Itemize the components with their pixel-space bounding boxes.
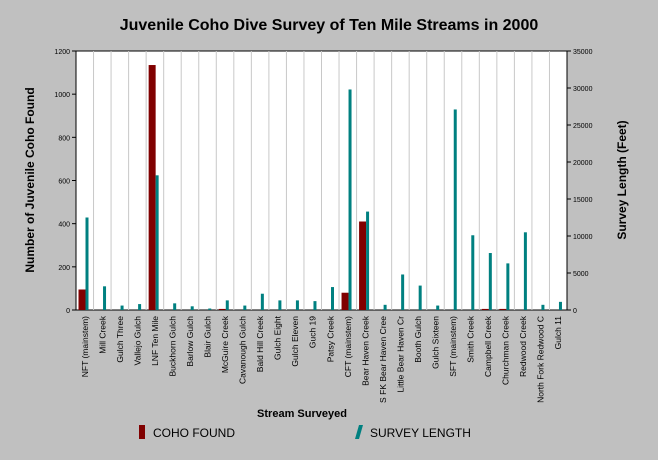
x-tick-label: S FK Bear Haven Cree (378, 316, 388, 403)
bar-survey-length (155, 175, 159, 310)
y-right-tick-label: 25000 (573, 123, 593, 130)
bars (78, 65, 562, 311)
bar-survey-length (295, 300, 299, 310)
legend-label-coho: COHO FOUND (153, 426, 235, 440)
x-tick-label: NFT (mainstem) (80, 316, 90, 377)
bar-survey-length (138, 304, 142, 310)
x-tick-label: Gulch Eight (273, 315, 283, 360)
x-tick-label: Smith Creek (466, 315, 476, 363)
x-tick-label: Redwood Creek (518, 315, 528, 377)
bar-coho (341, 292, 349, 310)
x-tick-label: Bear Haven Creek (360, 315, 370, 386)
x-tick-label: Gulch 11 (553, 316, 563, 350)
x-tick-label: Vallejo Gulch (132, 316, 142, 366)
legend-swatch-survey (355, 425, 363, 439)
y-right-tick-label: 0 (573, 308, 577, 315)
bar-survey-length (471, 235, 475, 310)
x-tick-label: Blair Gulch (203, 316, 213, 358)
bar-survey-length (523, 232, 527, 310)
bar-coho (481, 308, 489, 310)
bar-survey-length (103, 286, 107, 310)
y-left-tick-label: 1000 (54, 92, 70, 99)
x-tick-label: North Fork Redwood C (536, 316, 546, 403)
chart-title: Juvenile Coho Dive Survey of Ten Mile St… (120, 17, 539, 34)
bar-survey-length (331, 287, 334, 310)
y-left-tick-label: 0 (66, 308, 70, 315)
x-tick-label: Mill Creek (97, 315, 107, 354)
bar-survey-length (488, 253, 492, 310)
bar-survey-length (558, 301, 562, 310)
bar-coho (218, 308, 226, 310)
x-tick-label: CFT (mainstem) (343, 316, 353, 377)
axes: 0 200 400 600 800 1000 1200 0 5000 10000 15000 2000… (54, 49, 592, 403)
bar-coho (148, 65, 156, 310)
x-tick-label: Churchman Creek (501, 315, 511, 385)
y-axis-left-label: Number of Juvenile Coho Found (23, 87, 37, 272)
x-tick-label: Cavanough Gulch (238, 316, 248, 384)
bar-survey-length (313, 301, 317, 310)
bar-survey-length (120, 305, 124, 310)
legend-swatch-coho (139, 425, 145, 439)
bar-survey-length (401, 274, 405, 310)
x-tick-label: Booth Gulch (413, 316, 423, 363)
legend-label-survey: SURVEY LENGTH (370, 426, 471, 440)
legend: COHO FOUND SURVEY LENGTH (139, 425, 471, 440)
bar-survey-length (366, 211, 370, 310)
bar-survey-length (278, 300, 282, 310)
bar-survey-length (453, 109, 457, 311)
bar-survey-length (383, 304, 387, 310)
bar-survey-length (173, 303, 177, 310)
x-tick-label: Barlow Gulch (185, 316, 195, 367)
x-tick-label: Campbell Creek (483, 315, 493, 377)
x-tick-label: Patsy Creek (325, 315, 335, 362)
bar-survey-length (225, 300, 229, 310)
x-axis-label: Stream Surveyed (257, 408, 347, 420)
y-left-tick-label: 1200 (54, 49, 70, 56)
y-left-tick-label: 600 (58, 179, 70, 186)
y-axis-right-label: Survey Length (Feet) (615, 120, 629, 239)
bar-coho (499, 308, 507, 310)
bar-survey-length (418, 285, 422, 310)
bar-survey-length (348, 89, 352, 310)
y-left-tick-label: 400 (58, 222, 70, 229)
x-tick-label: Gulch Sixteen (430, 316, 440, 369)
y-right-tick-label: 10000 (573, 234, 593, 241)
bar-survey-length (243, 305, 247, 310)
bar-survey-length (436, 305, 440, 310)
x-tick-label: Little Bear Haven Cr (395, 316, 405, 393)
x-tick-label: McGuire Creek (220, 315, 230, 373)
y-right-tick-label: 15000 (573, 197, 593, 204)
x-tick-label: Bald Hill Creek (255, 315, 265, 372)
bar-coho (359, 221, 367, 310)
x-tick-label: Guch 19 (308, 316, 318, 348)
x-tick-label: Gulch Eleven (290, 316, 300, 367)
bar-survey-length (260, 293, 264, 310)
bar-survey-length (190, 306, 194, 310)
x-tick-label: SFT (mainstem) (448, 316, 458, 377)
y-right-tick-label: 35000 (573, 49, 593, 56)
bar-survey-length (541, 304, 545, 310)
y-left-tick-label: 200 (58, 265, 70, 272)
y-left-tick-label: 800 (58, 135, 70, 142)
grid (93, 51, 550, 310)
x-tick-label: LNF Ten Mile (150, 316, 160, 366)
bar-survey-length (208, 308, 212, 310)
y-right-tick-label: 20000 (573, 160, 593, 167)
y-right-tick-label: 5000 (573, 271, 589, 278)
y-right-tick-label: 30000 (573, 86, 593, 93)
bar-survey-length (506, 263, 510, 310)
bar-survey-length (85, 217, 89, 310)
x-tick-label: Gulch Three (115, 316, 125, 363)
x-tick-label: Buckhorn Gulch (167, 316, 177, 377)
bar-coho (78, 289, 86, 310)
